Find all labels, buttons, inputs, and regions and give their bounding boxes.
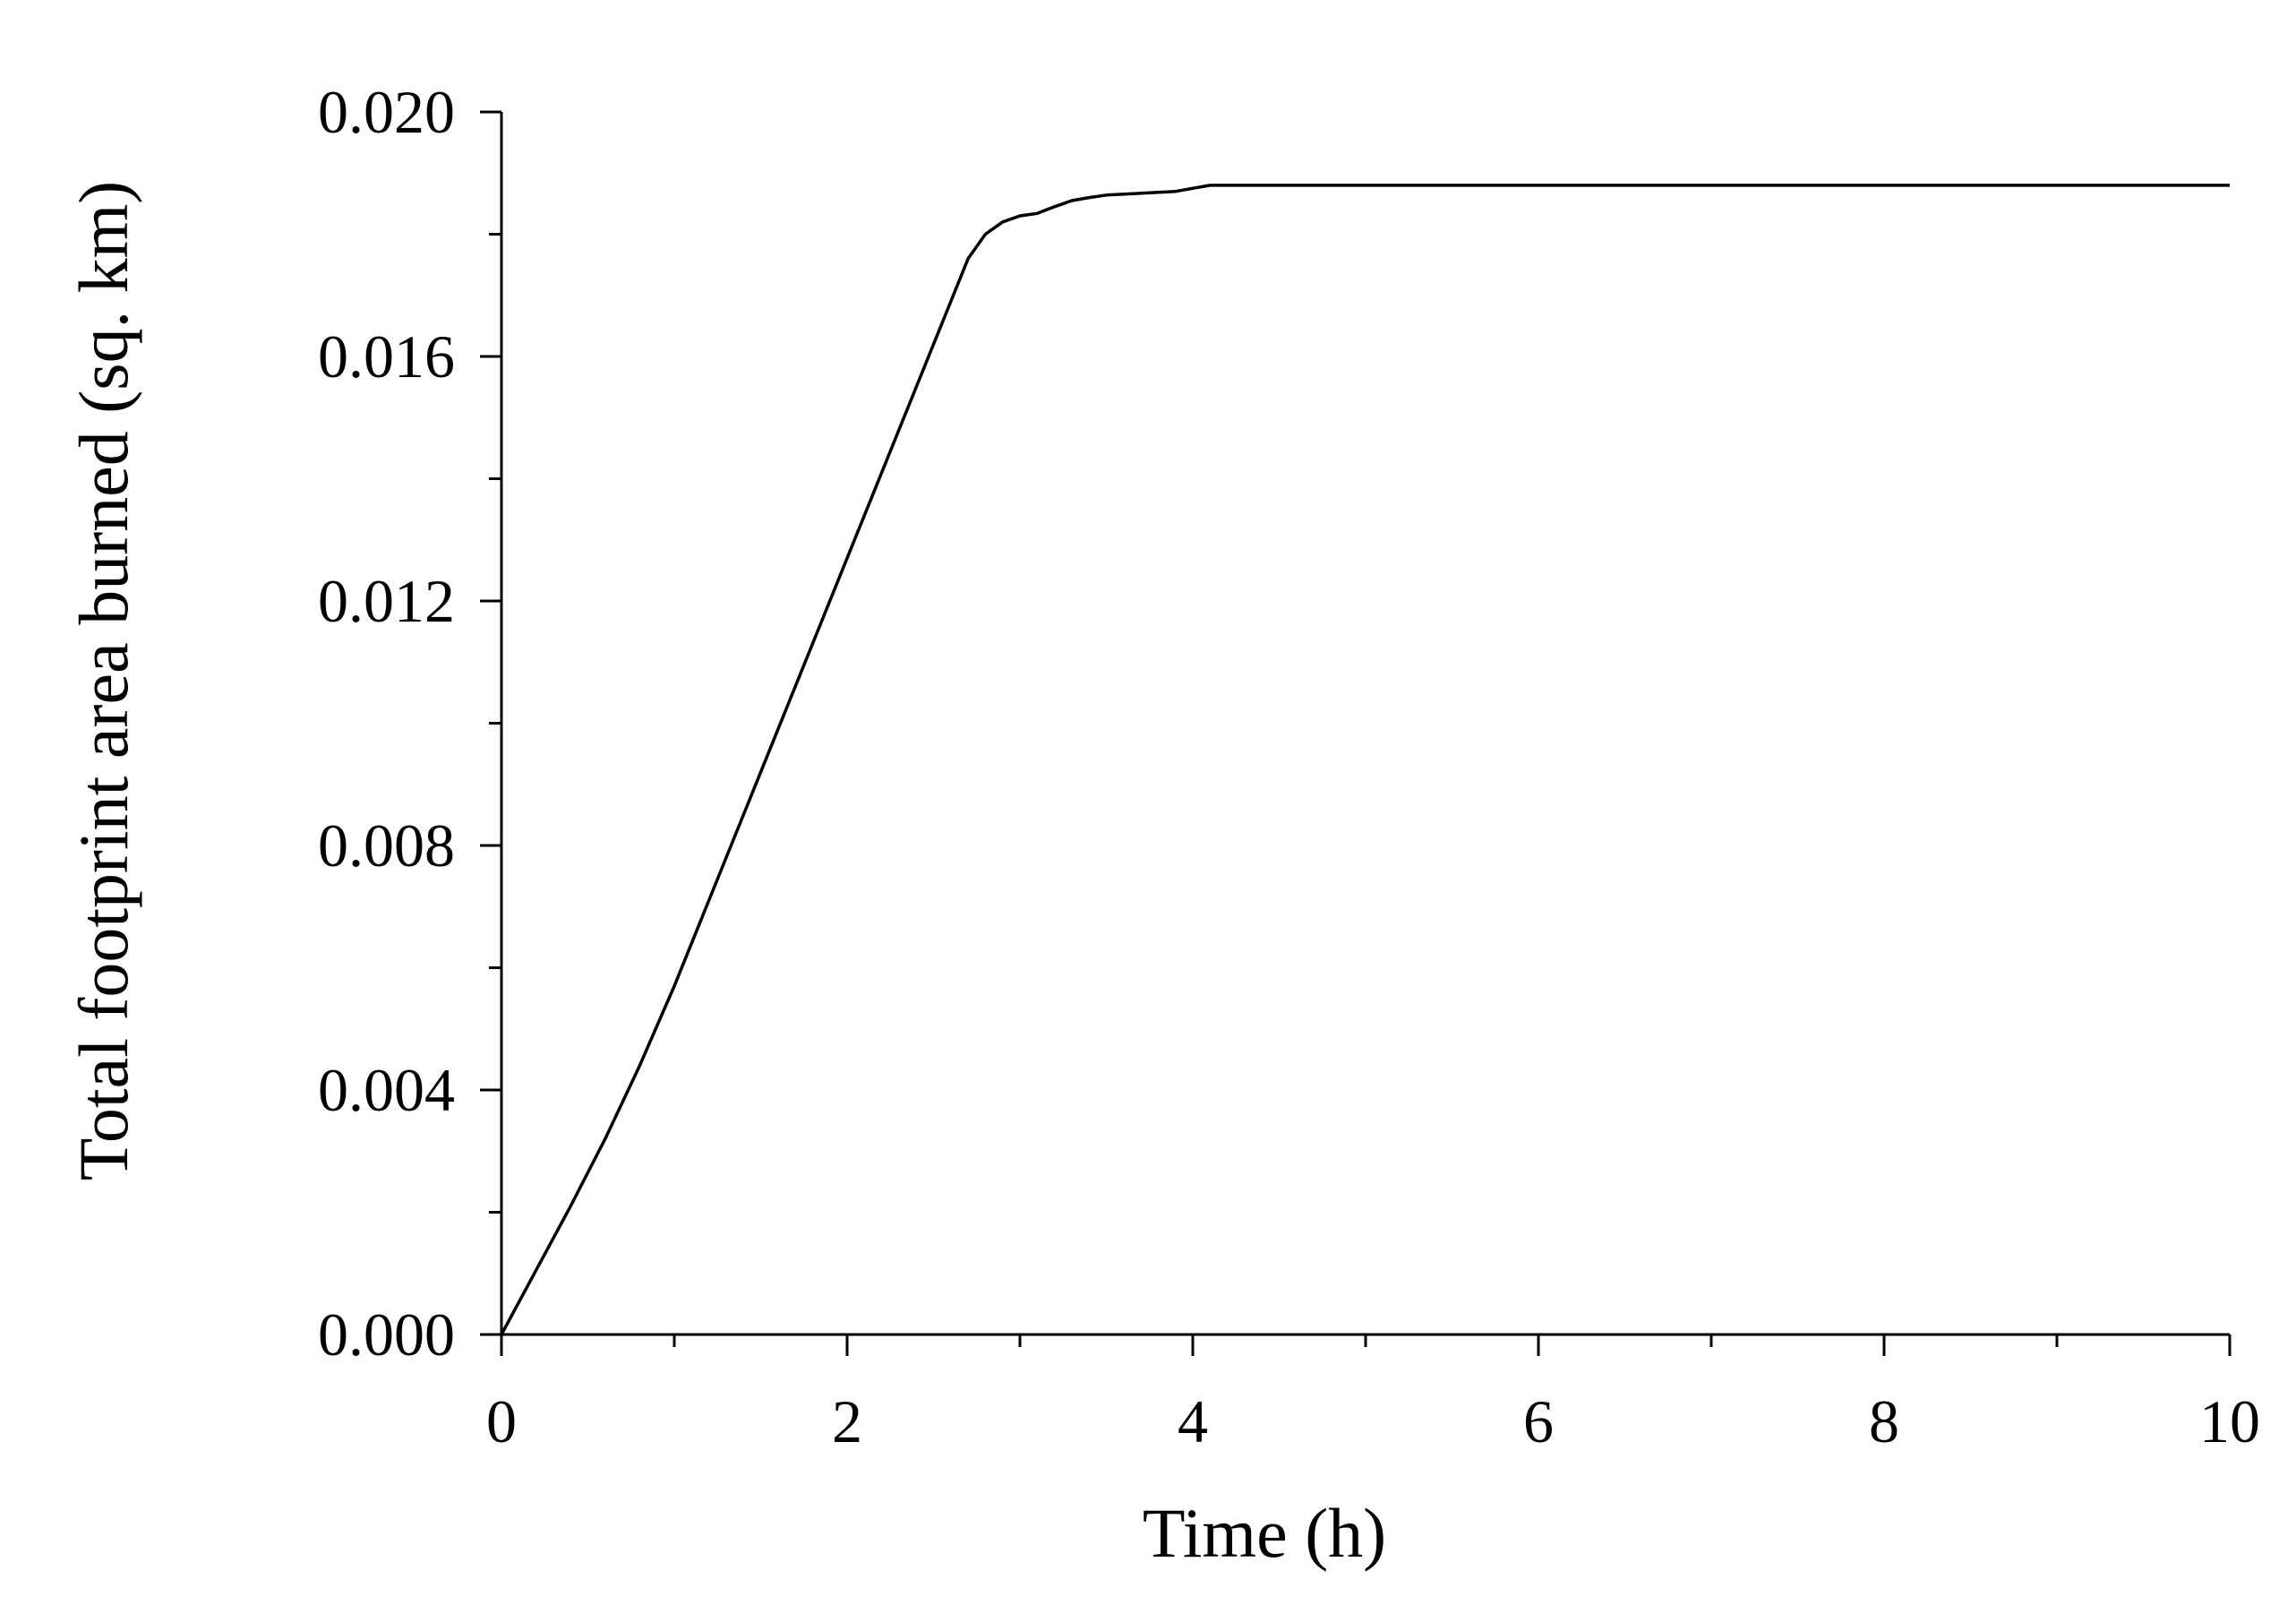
y-tick-label: 0.012 bbox=[318, 567, 455, 635]
x-tick-label: 6 bbox=[1523, 1387, 1554, 1455]
y-tick-label: 0.016 bbox=[318, 322, 455, 390]
x-tick-label: 4 bbox=[1178, 1387, 1208, 1455]
plot-area bbox=[500, 184, 2230, 1335]
y-axis-title: Total footprint area burned (sq. km) bbox=[64, 181, 142, 1181]
series-line bbox=[500, 184, 2230, 1335]
x-tick-label: 10 bbox=[2199, 1387, 2260, 1455]
x-tick-label: 2 bbox=[832, 1387, 862, 1455]
y-tick-label: 0.008 bbox=[318, 811, 455, 880]
y-tick-label: 0.004 bbox=[318, 1056, 455, 1124]
y-tick-label: 0.000 bbox=[318, 1300, 455, 1369]
x-axis-title: Time (h) bbox=[1143, 1494, 1386, 1572]
axes: 0.000 0.004 0.008 0.012 0.016 0.020 0 2 4 6 8 10 bbox=[318, 78, 2260, 1455]
x-tick-label: 8 bbox=[1869, 1387, 1899, 1455]
x-tick-label: 0 bbox=[486, 1387, 517, 1455]
y-tick-label: 0.020 bbox=[318, 78, 455, 146]
